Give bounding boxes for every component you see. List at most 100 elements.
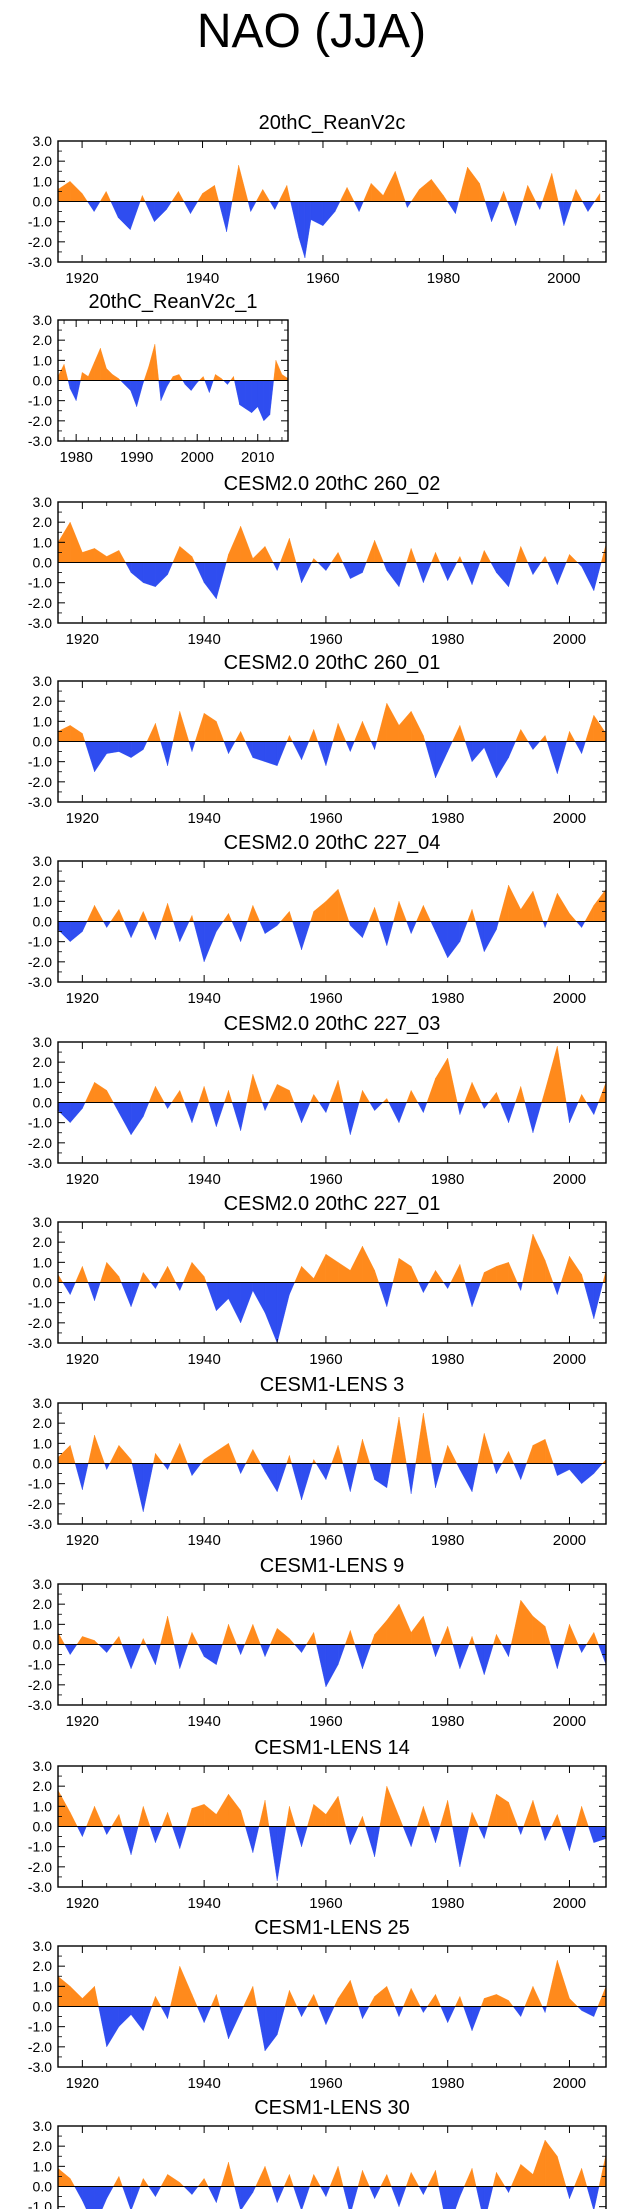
negative-area: [544, 2006, 547, 2013]
positive-area: [337, 723, 347, 742]
negative-area: [506, 201, 516, 226]
positive-area: [109, 1445, 120, 1464]
negative-area: [325, 2186, 331, 2197]
positive-area: [386, 2174, 392, 2187]
nao-panel-7: CESM1-LENS 3 3.0 2.0 1.0 0.0 -1.0 -2.0 -3.0 1920…: [28, 1374, 607, 1549]
negative-area: [504, 2186, 509, 2194]
positive-area: [419, 178, 432, 202]
positive-area: [496, 1994, 509, 2007]
positive-area: [246, 1074, 254, 1103]
negative-area: [130, 1102, 144, 1136]
positive-area: [403, 1988, 412, 2007]
positive-area: [198, 375, 204, 381]
positive-area: [344, 1630, 351, 1645]
x-tick-label: 1960: [309, 1713, 342, 1730]
positive-area: [105, 191, 112, 202]
negative-area: [588, 1826, 595, 1843]
negative-area: [277, 1826, 287, 1881]
negative-area: [250, 201, 257, 212]
positive-area: [374, 1619, 387, 1645]
positive-area: [153, 1453, 156, 1464]
positive-area: [111, 1813, 120, 1827]
nao-panel-0: 20thC_ReanV2c 3.0 2.0 1.0 0.0 -1.0 -2.0 -3.0 192…: [28, 112, 607, 287]
negative-area: [295, 562, 302, 583]
y-tick-label: -2.0: [28, 774, 52, 790]
positive-area: [410, 711, 424, 742]
negative-area: [223, 741, 229, 754]
y-tick-label: 0.0: [33, 1275, 53, 1291]
negative-area: [370, 741, 375, 750]
positive-area: [94, 1986, 99, 2007]
negative-area: [162, 1463, 168, 1471]
negative-area: [166, 201, 173, 211]
negative-area: [575, 921, 582, 929]
negative-area: [179, 1644, 189, 1669]
positive-area: [138, 911, 144, 922]
chart-title: CESM2.0 20thC 260_01: [224, 652, 441, 674]
negative-area: [365, 1826, 375, 1857]
negative-area: [304, 201, 312, 258]
y-tick-label: 1.0: [33, 1616, 53, 1632]
positive-area: [479, 183, 486, 202]
positive-area: [313, 2174, 321, 2187]
y-tick-label: 2.0: [33, 332, 53, 348]
negative-area: [184, 380, 192, 392]
positive-area: [69, 1445, 76, 1464]
negative-area: [435, 921, 448, 958]
negative-area: [350, 2186, 359, 2209]
positive-area: [172, 374, 180, 381]
negative-area: [82, 1463, 89, 1490]
y-tick-label: 1.0: [33, 1798, 53, 1814]
negative-area: [391, 2186, 400, 2207]
positive-area: [81, 192, 88, 202]
x-tick-label: 1920: [66, 1713, 99, 1730]
positive-area: [112, 374, 119, 381]
negative-area: [87, 1282, 95, 1301]
positive-area: [325, 1253, 339, 1283]
positive-area: [456, 556, 461, 563]
negative-area: [459, 1644, 470, 1669]
positive-area: [428, 1270, 436, 1283]
negative-area: [191, 2186, 199, 2196]
y-tick-label: 1.0: [33, 893, 53, 909]
y-tick-label: -1.0: [28, 2019, 52, 2035]
positive-area: [376, 703, 387, 742]
positive-area: [551, 1814, 558, 1827]
negative-area: [520, 2006, 526, 2017]
positive-area: [213, 374, 216, 381]
negative-area: [263, 380, 271, 422]
positive-area: [594, 192, 601, 202]
negative-area: [130, 201, 141, 230]
negative-area: [484, 741, 497, 778]
negative-area: [130, 1282, 140, 1307]
positive-area: [398, 901, 407, 922]
positive-area: [362, 721, 372, 742]
positive-area: [82, 548, 95, 563]
negative-area: [457, 1102, 461, 1115]
positive-area: [374, 1270, 379, 1283]
positive-area: [110, 908, 120, 922]
negative-area: [475, 921, 485, 952]
negative-area: [271, 2186, 278, 2203]
positive-area: [313, 900, 327, 922]
positive-area: [398, 1816, 404, 1827]
negative-area: [310, 201, 324, 227]
positive-area: [170, 375, 174, 381]
positive-area: [487, 1794, 497, 1827]
positive-area: [471, 2168, 477, 2187]
positive-area: [488, 1091, 497, 1103]
positive-area: [313, 557, 319, 563]
positive-area: [508, 1802, 519, 1827]
negative-area: [439, 562, 448, 581]
positive-area: [593, 888, 607, 922]
negative-area: [374, 741, 377, 750]
negative-area: [158, 380, 162, 401]
x-tick-label: 1960: [309, 2075, 342, 2092]
positive-area: [508, 1262, 518, 1283]
positive-area: [398, 1604, 412, 1645]
negative-area: [118, 741, 132, 758]
negative-area: [394, 2006, 400, 2017]
negative-area: [342, 562, 351, 579]
positive-area: [468, 1636, 473, 1645]
y-tick-label: -1.0: [28, 1115, 52, 1131]
